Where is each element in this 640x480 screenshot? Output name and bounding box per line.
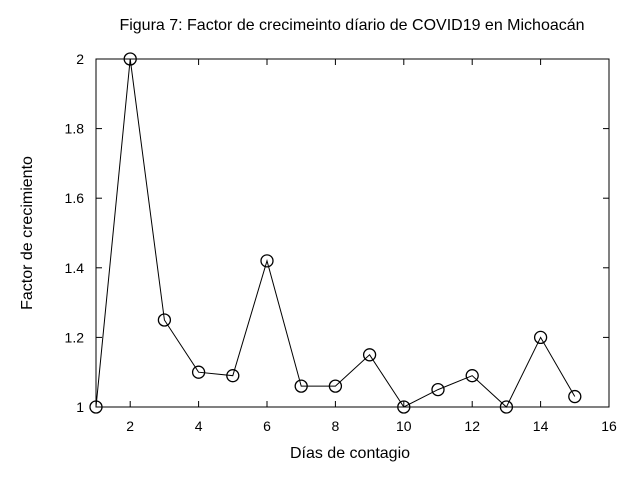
data-point: [226, 369, 240, 383]
y-axis: 1 1.2 1.4 1.6 1.8 2: [65, 51, 609, 415]
series-line: [89, 52, 582, 414]
x-axis: 2 4 6 8 10 12 14 16: [126, 59, 617, 434]
x-tick-label: 12: [464, 418, 480, 434]
x-tick-label: 14: [533, 418, 549, 434]
data-point: [362, 348, 377, 362]
y-axis-label: Factor de crecimiento: [19, 156, 36, 310]
series-path: [95, 58, 576, 408]
data-point: [397, 400, 411, 414]
data-point: [533, 330, 548, 345]
data-point: [294, 379, 308, 393]
y-tick-label: 2: [76, 51, 84, 67]
plot-area: [95, 58, 610, 408]
y-tick-label: 1: [76, 399, 84, 415]
data-point: [465, 369, 479, 383]
x-tick-label: 8: [332, 418, 340, 434]
data-point: [431, 382, 445, 397]
data-point: [157, 313, 172, 327]
data-point: [123, 52, 137, 66]
x-tick-label: 4: [195, 418, 203, 434]
data-point: [568, 389, 582, 404]
data-point: [499, 400, 514, 414]
data-point: [89, 400, 103, 414]
x-tick-label: 16: [601, 418, 617, 434]
chart-title: Figura 7: Factor de crecimeinto díario d…: [119, 17, 584, 34]
x-axis-label: Días de contagio: [290, 445, 410, 462]
data-point: [328, 379, 343, 393]
y-tick-label: 1.6: [65, 190, 85, 206]
y-tick-label: 1.4: [65, 260, 85, 276]
x-tick-label: 6: [263, 418, 271, 434]
x-tick-label: 2: [126, 418, 134, 434]
y-tick-label: 1.2: [65, 329, 85, 345]
data-point: [260, 254, 274, 268]
x-tick-label: 10: [396, 418, 412, 434]
data-point: [191, 365, 206, 379]
y-tick-label: 1.8: [65, 121, 85, 137]
